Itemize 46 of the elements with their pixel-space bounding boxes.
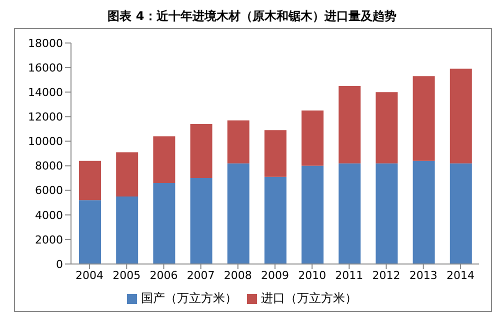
x-tick-label: 2010	[298, 268, 326, 282]
bar	[450, 163, 472, 264]
bar	[412, 76, 435, 161]
x-tick-label: 2004	[76, 268, 104, 282]
bar	[116, 196, 138, 264]
bar	[153, 182, 176, 264]
bar	[79, 200, 101, 264]
bar	[412, 160, 435, 264]
x-tick-label: 2009	[261, 268, 289, 282]
bar	[116, 152, 138, 196]
bar	[450, 68, 472, 164]
bar	[376, 163, 398, 264]
x-tick-label: 2014	[446, 268, 474, 282]
bar	[338, 163, 361, 264]
x-tick-label: 2013	[409, 268, 438, 282]
x-tick-label: 2011	[335, 268, 364, 282]
legend-label: 进口（万立方米）	[261, 291, 357, 305]
x-tick-label: 2007	[186, 268, 215, 282]
x-tick-label: 2008	[224, 268, 252, 282]
bar	[79, 160, 101, 200]
y-tick-label: 6000	[35, 184, 63, 198]
bar	[190, 124, 212, 178]
y-tick-label: 2000	[35, 233, 63, 246]
bar	[302, 166, 324, 264]
bar	[190, 178, 212, 264]
y-tick-label: 4000	[35, 208, 63, 222]
x-tick-label: 2012	[372, 268, 400, 282]
bar	[227, 120, 250, 164]
chart-title: 图表 4：近十年进境木材（原木和锯木）进口量及趋势	[106, 8, 398, 25]
y-tick-label: 12000	[28, 110, 63, 124]
y-tick-label: 8000	[35, 160, 63, 173]
bar	[153, 136, 176, 183]
y-tick-label: 16000	[28, 61, 63, 74]
x-tick-label: 2006	[150, 268, 178, 282]
x-tick-label: 2005	[112, 268, 141, 282]
y-tick-label: 0	[56, 258, 63, 271]
bar	[264, 130, 286, 177]
legend-label: 国产（万立方米）	[141, 291, 237, 305]
bar	[302, 110, 324, 166]
bar	[264, 176, 286, 264]
y-tick-label: 18000	[28, 36, 63, 50]
y-tick-label: 14000	[28, 86, 63, 100]
y-tick-label: 10000	[28, 135, 63, 148]
bar	[338, 86, 361, 164]
bar	[227, 163, 250, 264]
bar	[376, 92, 398, 164]
